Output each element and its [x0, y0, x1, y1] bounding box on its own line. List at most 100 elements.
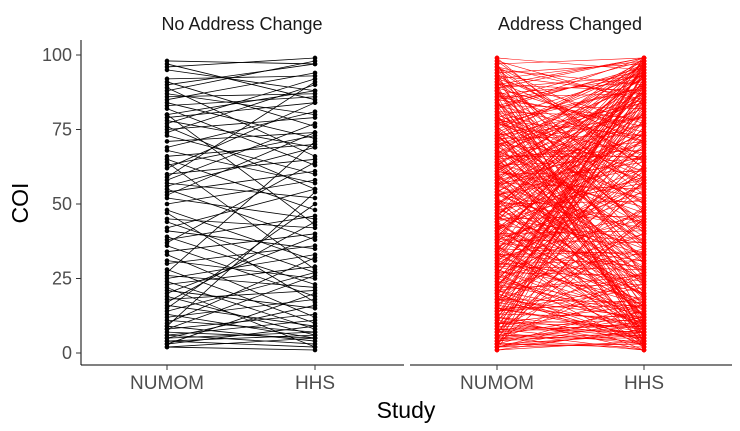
series-line	[166, 63, 316, 86]
series-line	[496, 78, 645, 124]
data-point	[164, 195, 170, 201]
data-point	[312, 273, 318, 278]
series-line	[166, 212, 316, 303]
series-line	[166, 60, 316, 92]
series-line	[166, 102, 316, 139]
series-line	[496, 185, 645, 241]
series-line	[496, 57, 645, 71]
data-point	[312, 201, 318, 207]
panel-2-series-lines	[496, 57, 645, 351]
series-line	[166, 63, 316, 101]
data-point	[312, 243, 318, 249]
data-point	[494, 311, 500, 317]
series-line	[496, 182, 645, 211]
series-line	[166, 179, 316, 205]
data-point	[641, 341, 647, 347]
series-line	[166, 281, 316, 330]
data-point	[494, 201, 500, 207]
series-line	[496, 150, 645, 348]
series-line	[496, 305, 645, 324]
panel-2-x-tick-label-hhs: HHS	[624, 373, 664, 394]
data-point	[312, 189, 318, 195]
data-point	[641, 258, 647, 263]
series-line	[496, 60, 645, 100]
data-point	[164, 148, 170, 153]
data-point	[164, 240, 170, 246]
series-line	[496, 200, 645, 315]
y-tick-label: 100	[42, 45, 72, 65]
series-line	[166, 334, 316, 342]
data-point	[641, 222, 647, 228]
series-line	[166, 325, 316, 345]
data-point	[312, 177, 318, 183]
data-point	[312, 145, 318, 150]
series-line	[166, 90, 316, 115]
series-line	[496, 60, 645, 136]
series-line	[496, 57, 645, 65]
data-point	[641, 291, 647, 296]
series-line	[496, 105, 645, 142]
data-point	[494, 133, 500, 138]
data-point	[164, 139, 170, 144]
data-point	[641, 180, 647, 186]
series-line	[166, 340, 316, 348]
data-point	[494, 61, 500, 67]
series-line	[166, 221, 316, 303]
data-point	[494, 162, 500, 168]
series-line	[166, 287, 316, 348]
series-line	[166, 69, 316, 92]
data-point	[641, 168, 647, 174]
data-point	[494, 171, 500, 177]
data-point	[164, 133, 170, 138]
series-line	[166, 245, 316, 297]
series-line	[166, 245, 316, 264]
series-line	[496, 269, 645, 315]
series-line	[496, 316, 645, 330]
series-line	[166, 123, 316, 181]
data-point	[312, 195, 318, 201]
series-line	[496, 63, 645, 74]
series-line	[166, 236, 316, 285]
series-line	[496, 63, 645, 154]
y-tick-label: 75	[52, 120, 72, 140]
data-point	[494, 100, 500, 105]
data-point	[641, 157, 647, 162]
data-point	[312, 267, 318, 272]
series-line	[496, 90, 645, 237]
series-line	[496, 117, 645, 184]
series-line	[496, 194, 645, 223]
series-line	[496, 284, 645, 315]
series-line	[166, 170, 316, 193]
series-line	[496, 99, 645, 342]
series-line	[166, 215, 316, 241]
data-point	[312, 317, 318, 323]
series-line	[166, 135, 316, 175]
data-point	[641, 88, 647, 94]
series-line	[166, 221, 316, 273]
series-line	[496, 176, 645, 223]
y-tick-label: 25	[52, 269, 72, 289]
series-line	[166, 132, 316, 196]
series-line	[166, 57, 316, 68]
series-line	[496, 144, 645, 160]
data-point	[641, 332, 647, 338]
series-line	[496, 57, 645, 109]
series-line	[496, 245, 645, 348]
series-line	[166, 81, 316, 178]
series-line	[496, 224, 645, 294]
series-line	[496, 120, 645, 261]
data-point	[164, 344, 170, 350]
data-point	[494, 344, 500, 350]
series-line	[496, 69, 645, 106]
series-line	[496, 248, 645, 255]
series-line	[496, 182, 645, 190]
series-line	[496, 147, 645, 249]
series-line	[166, 87, 316, 157]
series-line	[496, 233, 645, 294]
series-line	[496, 153, 645, 321]
series-line	[166, 161, 316, 244]
series-line	[496, 221, 645, 324]
panel-2-x-tick-label-numom: NUMOM	[460, 373, 534, 394]
data-point	[641, 297, 647, 302]
